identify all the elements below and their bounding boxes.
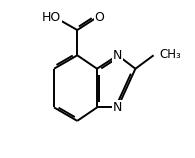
Text: O: O [95,11,105,24]
Text: N: N [113,49,122,62]
Text: N: N [113,101,122,114]
Text: HO: HO [42,11,61,24]
Text: CH₃: CH₃ [159,48,181,61]
